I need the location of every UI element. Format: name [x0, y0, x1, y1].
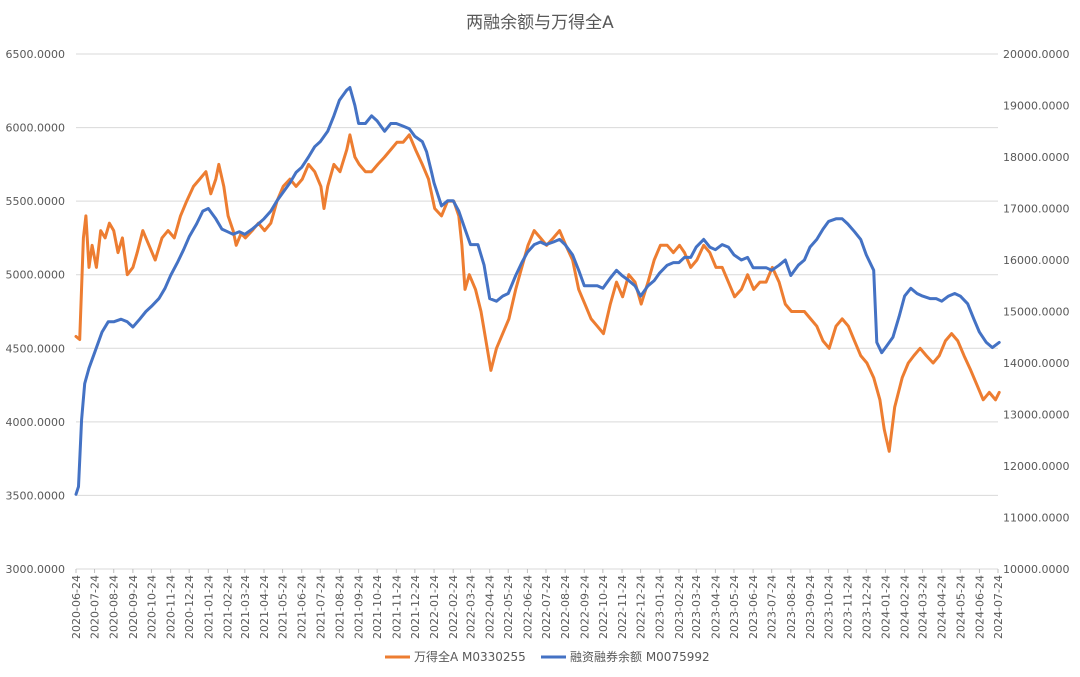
right-y-tick-label: 18000.0000: [1003, 151, 1069, 164]
x-tick-label: 2021-01-24: [202, 575, 215, 639]
series-line-margin-balance: [74, 86, 1001, 496]
legend: 万得全A M0330255 融资融券余额 M0075992: [385, 649, 710, 664]
x-tick-label: 2021-07-24: [314, 575, 327, 639]
x-tick-label: 2023-08-24: [785, 575, 798, 639]
right-y-tick-label: 11000.0000: [1003, 512, 1069, 525]
x-tick-label: 2020-06-24: [70, 575, 83, 639]
x-tick-label: 2022-03-24: [465, 575, 478, 639]
x-tick-label: 2021-03-24: [239, 575, 252, 639]
right-y-tick-label: 19000.0000: [1003, 100, 1069, 113]
gridlines: [76, 53, 998, 570]
x-tick-label: 2022-07-24: [540, 575, 553, 639]
left-y-tick-label: 5500.0000: [6, 195, 66, 208]
x-tick-label: 2023-01-24: [654, 575, 667, 639]
x-tick-label: 2021-06-24: [296, 575, 309, 639]
x-tick-label: 2021-10-24: [371, 575, 384, 639]
legend-item-margin-balance: 融资融券余额 M0075992: [541, 649, 710, 664]
x-tick-label: 2021-12-24: [409, 575, 422, 639]
left-y-tick-label: 6500.0000: [6, 48, 66, 61]
x-tick-label: 2020-08-24: [108, 575, 121, 639]
legend-item-wind-all-a: 万得全A M0330255: [385, 649, 526, 664]
x-tick-label: 2023-03-24: [690, 575, 703, 639]
x-tick-label: 2022-10-24: [597, 575, 610, 639]
left-y-tick-label: 6000.0000: [6, 122, 66, 135]
legend-label-wind-all-a: 万得全A M0330255: [414, 649, 526, 664]
right-y-tick-label: 16000.0000: [1003, 254, 1069, 267]
x-tick-label: 2024-01-24: [879, 575, 892, 639]
x-tick-label: 2024-05-24: [954, 575, 967, 639]
left-y-tick-label: 3000.0000: [6, 563, 66, 576]
x-tick-label: 2024-02-24: [899, 575, 912, 639]
x-tick-label: 2023-09-24: [804, 575, 817, 639]
left-y-tick-label: 3500.0000: [6, 489, 66, 502]
x-tick-label: 2024-04-24: [936, 575, 949, 639]
x-tick-label: 2023-10-24: [823, 575, 836, 639]
x-tick-label: 2022-08-24: [559, 575, 572, 639]
x-tick-label: 2022-01-24: [428, 575, 441, 639]
x-tick-label: 2020-12-24: [183, 575, 196, 639]
right-y-axis-ticks: 10000.0000 11000.0000 12000.0000 13000.0000…: [1003, 48, 1069, 576]
x-tick-label: 2022-12-24: [635, 575, 648, 639]
x-tick-label: 2020-10-24: [145, 575, 158, 639]
x-tick-label: 2020-07-24: [89, 575, 102, 639]
x-tick-label: 2022-02-24: [447, 575, 460, 639]
left-y-axis-ticks: 3000.0000 3500.0000 4000.0000 4500.0000 5000…: [6, 48, 66, 576]
left-y-tick-label: 4500.0000: [6, 342, 66, 355]
legend-label-margin-balance: 融资融券余额 M0075992: [570, 649, 710, 664]
x-tick-label: 2021-11-24: [390, 575, 403, 639]
x-tick-label: 2024-06-24: [973, 575, 986, 639]
x-tick-label: 2023-06-24: [747, 575, 760, 639]
x-tick-label: 2023-11-24: [842, 575, 855, 639]
x-axis-ticks: 2020-06-24 2020-07-24 2020-08-24 2020-09-24…: [70, 569, 1005, 639]
x-tick-label: 2023-05-24: [728, 575, 741, 639]
x-tick-label: 2021-08-24: [333, 575, 346, 639]
x-tick-label: 2020-11-24: [165, 575, 178, 639]
x-tick-label: 2024-07-24: [992, 575, 1005, 639]
x-tick-label: 2023-12-24: [860, 575, 873, 639]
x-tick-label: 2022-09-24: [578, 575, 591, 639]
right-y-tick-label: 12000.0000: [1003, 460, 1069, 473]
x-tick-label: 2022-11-24: [616, 575, 629, 639]
chart-title: 两融余额与万得全A: [466, 13, 614, 33]
right-y-tick-label: 13000.0000: [1003, 409, 1069, 422]
right-y-tick-label: 10000.0000: [1003, 563, 1069, 576]
right-y-tick-label: 15000.0000: [1003, 306, 1069, 319]
x-tick-label: 2021-09-24: [353, 575, 366, 639]
series-line-wind-all-a: [74, 133, 1001, 453]
series-lines: [74, 86, 1001, 496]
x-tick-label: 2021-04-24: [258, 575, 271, 639]
x-tick-label: 2023-07-24: [766, 575, 779, 639]
x-tick-label: 2021-02-24: [222, 575, 235, 639]
right-y-tick-label: 17000.0000: [1003, 203, 1069, 216]
right-y-tick-label: 14000.0000: [1003, 357, 1069, 370]
x-tick-label: 2022-05-24: [502, 575, 515, 639]
x-tick-label: 2022-04-24: [484, 575, 497, 639]
right-y-tick-label: 20000.0000: [1003, 48, 1069, 61]
x-tick-label: 2022-06-24: [521, 575, 534, 639]
x-tick-label: 2023-02-24: [673, 575, 686, 639]
x-tick-label: 2024-03-24: [917, 575, 930, 639]
x-tick-label: 2023-04-24: [709, 575, 722, 639]
x-tick-label: 2021-05-24: [277, 575, 290, 639]
left-y-tick-label: 5000.0000: [6, 269, 66, 282]
left-y-tick-label: 4000.0000: [6, 416, 66, 429]
x-tick-label: 2020-09-24: [127, 575, 140, 639]
